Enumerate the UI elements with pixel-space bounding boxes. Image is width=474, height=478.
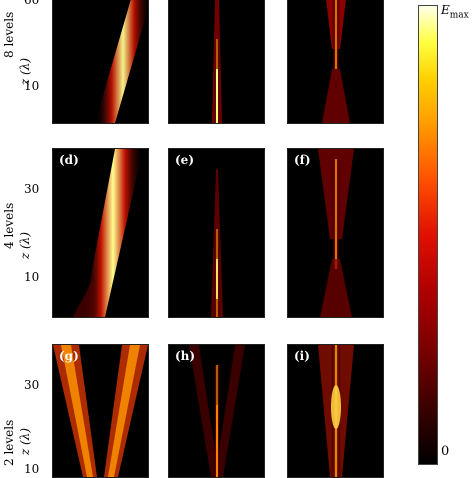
tick-row2-bottom: 10: [24, 270, 40, 284]
tick-row2-top: 30: [24, 182, 40, 196]
colorbar: [418, 5, 438, 465]
colorbar-min-label: 0: [441, 444, 450, 459]
panel-i-letter: (i): [294, 349, 310, 363]
panel-d: (d): [52, 148, 149, 318]
panel-a-field: [95, 0, 148, 123]
panel-h: (h): [168, 344, 265, 478]
panel-d-letter: (d): [59, 153, 79, 167]
y-axis-label-row2: z (λ): [18, 232, 32, 260]
panel-h-field: [189, 345, 245, 477]
panel-e: (e): [168, 148, 265, 318]
panel-i: (i): [287, 344, 384, 478]
panel-g-field: [53, 345, 148, 477]
panel-g: (g): [52, 344, 149, 478]
panel-g-letter: (g): [59, 349, 79, 363]
row-label-8-levels: 8 levels: [2, 11, 16, 59]
tick-row3-top: 30: [24, 378, 40, 392]
panel-e-letter: (e): [175, 153, 194, 167]
panel-d-field: [73, 149, 143, 317]
tick-row1-top: 60: [24, 0, 40, 7]
y-axis-label-row3: z (λ): [18, 428, 32, 456]
panel-a: [52, 0, 149, 124]
panel-f: (f): [287, 148, 384, 318]
panel-e-field: [211, 169, 223, 317]
panel-h-letter: (h): [175, 349, 196, 363]
panel-i-field: [318, 345, 354, 477]
panel-b-field: [212, 0, 222, 123]
panel-b: [168, 0, 265, 124]
tick-row3-bottom: 10: [24, 462, 40, 476]
panel-c-field: [322, 0, 350, 123]
panel-f-letter: (f): [294, 153, 311, 167]
panel-c: [287, 0, 384, 124]
tick-row1-bottom: 10: [24, 79, 40, 93]
panel-f-field: [318, 149, 354, 317]
colorbar-max-label: Emax: [441, 3, 469, 21]
